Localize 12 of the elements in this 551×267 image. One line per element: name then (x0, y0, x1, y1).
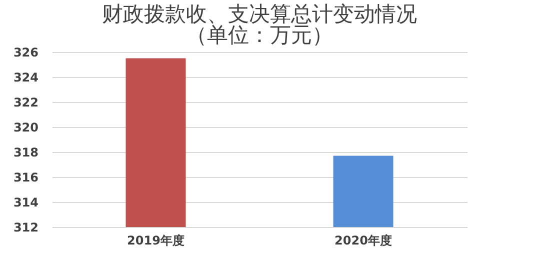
y-tick-label: 324 (13, 70, 38, 84)
y-tick-label: 318 (13, 146, 38, 160)
y-tick-label: 322 (13, 96, 38, 110)
x-tick-label: 2019年度 (127, 234, 184, 248)
x-tick-label: 2020年度 (334, 234, 392, 248)
y-tick-label: 316 (13, 170, 38, 184)
chart-title: 财政拨款收、支决算总计变动情况 (102, 2, 417, 26)
chart-subtitle: （单位：万元） (186, 23, 333, 47)
y-tick-label: 320 (13, 120, 38, 134)
y-tick-label: 314 (13, 196, 38, 210)
y-tick-label: 312 (13, 220, 38, 234)
y-tick-label: 326 (13, 46, 38, 60)
